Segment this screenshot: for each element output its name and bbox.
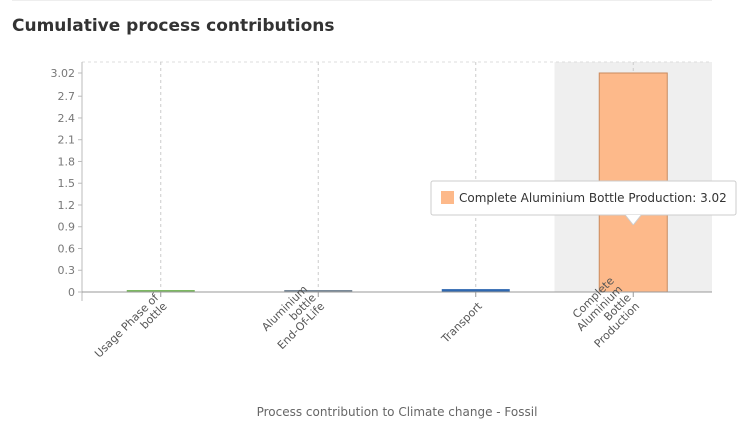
y-tick-label: 2.7 (58, 90, 76, 103)
y-tick-label: 1.2 (58, 199, 76, 212)
tooltip-pointer-edge (632, 214, 642, 226)
bar-1[interactable] (284, 290, 353, 292)
top-divider (12, 0, 712, 1)
tooltip-pointer-edge (624, 214, 634, 226)
tooltip-swatch (441, 191, 454, 204)
y-tick-label: 3.02 (51, 67, 76, 80)
y-tick-label: 1.8 (58, 155, 76, 168)
tooltip-box (430, 180, 737, 216)
chart-panel-title: Cumulative process contributions (12, 16, 335, 36)
bar-2[interactable] (441, 289, 510, 292)
category-label-line: Transport (438, 299, 485, 346)
category-label-2: Transport (438, 299, 485, 346)
x-axis-title: Process contribution to Climate change -… (257, 405, 538, 419)
y-tick-label: 2.1 (58, 134, 76, 147)
y-tick-label: 0.9 (58, 221, 76, 234)
tooltip-pointer (625, 215, 642, 225)
tooltip-text: Complete Aluminium Bottle Production: 3.… (459, 191, 727, 205)
y-tick-label: 0 (68, 286, 75, 299)
category-label-1: AluminiumbottleEnd-Of-Life (258, 283, 327, 352)
y-tick-label: 0.3 (58, 264, 76, 277)
bar-0[interactable] (126, 290, 195, 292)
y-tick-label: 0.6 (58, 242, 76, 255)
y-tick-label: 2.4 (58, 112, 76, 125)
category-label-0: Usage Phase ofbottle (92, 290, 170, 368)
y-tick-label: 1.5 (58, 177, 76, 190)
